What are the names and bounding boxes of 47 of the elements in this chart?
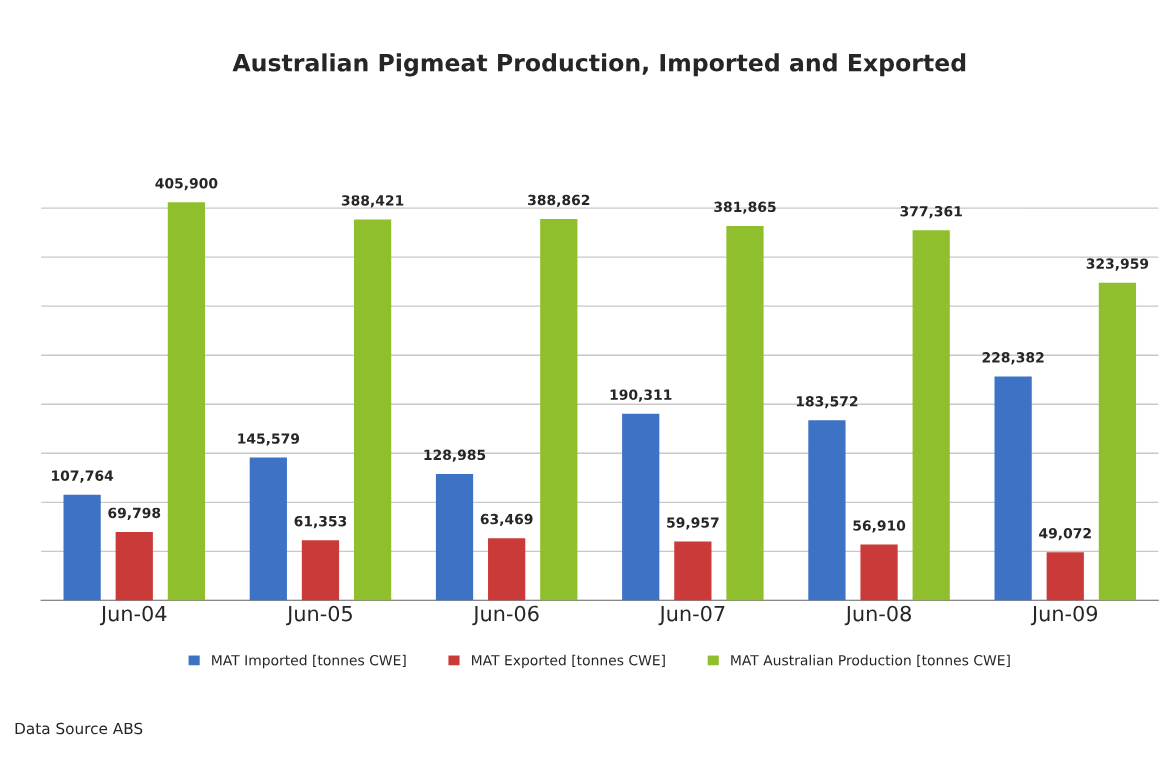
x-tick-label: Jun-09 — [1030, 605, 1098, 626]
bar — [674, 541, 712, 601]
data-label: 63,469 — [480, 513, 533, 527]
x-tick-label: Jun-04 — [99, 605, 167, 626]
bar — [622, 413, 660, 601]
data-label: 56,910 — [853, 520, 906, 533]
x-tick-label: Jun-07 — [658, 605, 725, 626]
bar — [860, 544, 898, 601]
bar — [726, 225, 764, 601]
source-note: Data Source ABS — [15, 722, 143, 735]
data-label: 49,072 — [1039, 527, 1091, 541]
bar — [540, 219, 578, 601]
data-label: 145,579 — [238, 433, 300, 446]
data-label: 107,764 — [52, 470, 114, 483]
data-label: 377,361 — [900, 205, 962, 219]
bar — [488, 538, 526, 601]
data-label: 405,900 — [155, 178, 218, 191]
x-tick-label: Jun-06 — [472, 605, 539, 626]
bar — [301, 540, 340, 601]
legend-label: MAT Exported [tonnes CWE] — [472, 654, 665, 669]
data-label: 69,798 — [108, 507, 161, 520]
data-label: 128,985 — [424, 449, 486, 462]
data-label: 323,959 — [1086, 258, 1149, 271]
data-label: 388,862 — [528, 194, 590, 207]
bar — [249, 457, 287, 601]
data-label: 190,311 — [610, 389, 672, 402]
x-tick-label: Jun-05 — [286, 605, 352, 626]
data-label: 61,353 — [294, 515, 347, 529]
bar — [63, 494, 101, 601]
data-label: 381,865 — [714, 201, 776, 214]
bar — [115, 531, 153, 601]
bar — [1098, 282, 1137, 601]
legend-label: MAT Imported [tonnes CWE] — [212, 654, 406, 669]
bar — [994, 376, 1032, 601]
bar — [912, 230, 950, 601]
bar — [808, 420, 846, 601]
data-label: 388,421 — [341, 195, 404, 208]
bar — [435, 473, 474, 601]
bar — [353, 219, 392, 601]
bar — [1046, 552, 1084, 601]
chart-title: Australian Pigmeat Production, Imported and Exported — [232, 53, 966, 77]
data-label: 228,382 — [982, 352, 1044, 365]
data-label: 59,957 — [667, 517, 719, 530]
x-tick-label: Jun-08 — [844, 605, 911, 626]
data-label: 183,572 — [796, 396, 858, 409]
bar — [167, 202, 206, 601]
legend-label: MAT Australian Production [tonnes CWE] — [731, 654, 1010, 668]
